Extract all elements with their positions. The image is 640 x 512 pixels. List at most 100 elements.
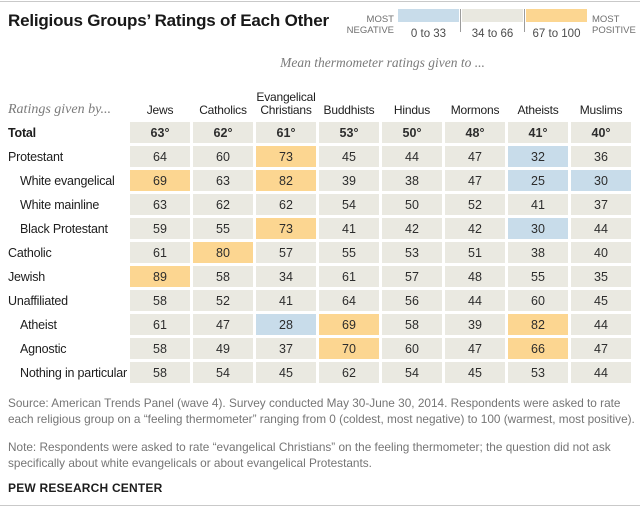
table-row: Atheist 61 47 28 69 58 39 82 44 — [5, 314, 631, 335]
legend-range-negative: 0 to 33 — [398, 9, 459, 40]
heatmap-cell: 35 — [571, 266, 631, 287]
heatmap-cell: 54 — [319, 194, 379, 215]
heatmap-cell: 63 — [130, 194, 190, 215]
heatmap-cell: 53° — [319, 122, 379, 143]
heatmap-cell: 36 — [571, 146, 631, 167]
neutral-color-swatch — [462, 9, 523, 22]
heatmap-cell: 51 — [445, 242, 505, 263]
table-header: Ratings given by... Jews Catholics Evangeli… — [5, 75, 631, 119]
legend-most-positive-label: MOST POSITIVE — [592, 14, 636, 37]
heatmap-cell: 52 — [193, 290, 253, 311]
heatmap-cell: 61 — [130, 314, 190, 335]
heatmap-cell: 55 — [193, 218, 253, 239]
legend-most-negative-label: MOST NEGATIVE — [346, 14, 394, 37]
legend-range-middle: 34 to 66 — [462, 9, 523, 40]
heatmap-cell: 69 — [319, 314, 379, 335]
table-row: Nothing in particular 58 54 45 62 54 45 53 44 — [5, 362, 631, 383]
heatmap-cell: 60 — [382, 338, 442, 359]
heatmap-cell: 41 — [508, 194, 568, 215]
heatmap-cell: 63° — [130, 122, 190, 143]
top-divider — [0, 1, 640, 2]
heatmap-cell: 28 — [256, 314, 316, 335]
page-title: Religious Groups’ Ratings of Each Other — [8, 11, 329, 30]
row-axis-label: Ratings given by... — [8, 101, 112, 117]
ratings-table: Ratings given by... Jews Catholics Evangeli… — [2, 72, 634, 386]
heatmap-cell: 47 — [193, 314, 253, 335]
heatmap-cell: 44 — [445, 290, 505, 311]
heatmap-cell: 73 — [256, 146, 316, 167]
heatmap-cell: 66 — [508, 338, 568, 359]
heatmap-cell: 58 — [130, 362, 190, 383]
heatmap-cell: 37 — [571, 194, 631, 215]
column-header: Muslims — [579, 102, 623, 117]
heatmap-cell: 62 — [319, 362, 379, 383]
row-label: White mainline — [20, 197, 100, 212]
heatmap-cell: 41 — [256, 290, 316, 311]
heatmap-cell: 54 — [193, 362, 253, 383]
heatmap-cell: 30 — [571, 170, 631, 191]
heatmap-cell: 42 — [445, 218, 505, 239]
row-label: Nothing in particular — [20, 365, 127, 380]
heatmap-cell: 48 — [445, 266, 505, 287]
row-label: Atheist — [20, 317, 57, 332]
heatmap-cell: 49 — [193, 338, 253, 359]
table-body: Total 63° 62° 61° 53° 50° 48° 41° 40° Protestant 6… — [5, 122, 631, 383]
table-row: White evangelical 69 63 82 39 38 47 25 30 — [5, 170, 631, 191]
heatmap-cell: 42 — [382, 218, 442, 239]
heatmap-cell: 50° — [382, 122, 442, 143]
heatmap-cell: 89 — [130, 266, 190, 287]
table-row: White mainline 63 62 62 54 50 52 41 37 — [5, 194, 631, 215]
heatmap-cell: 44 — [571, 362, 631, 383]
table-row: Total 63° 62° 61° 53° 50° 48° 41° 40° — [5, 122, 631, 143]
heatmap-cell: 57 — [382, 266, 442, 287]
heatmap-cell: 58 — [130, 338, 190, 359]
heatmap-cell: 39 — [445, 314, 505, 335]
heatmap-cell: 82 — [508, 314, 568, 335]
heatmap-cell: 44 — [382, 146, 442, 167]
heatmap-cell: 45 — [256, 362, 316, 383]
row-label: White evangelical — [20, 173, 115, 188]
heatmap-cell: 56 — [382, 290, 442, 311]
heatmap-cell: 47 — [445, 338, 505, 359]
heatmap-cell: 44 — [571, 314, 631, 335]
chart-subtitle: Mean thermometer ratings given to ... — [280, 55, 485, 70]
column-header: Hindus — [393, 102, 431, 117]
column-header: Catholics — [199, 102, 247, 117]
heatmap-cell: 38 — [508, 242, 568, 263]
legend-divider — [524, 9, 525, 32]
heatmap-cell: 32 — [508, 146, 568, 167]
legend-divider — [460, 9, 461, 32]
row-label: Agnostic — [20, 341, 67, 356]
heatmap-cell: 53 — [382, 242, 442, 263]
heatmap-cell: 62 — [193, 194, 253, 215]
heatmap-cell: 45 — [319, 146, 379, 167]
heatmap-cell: 55 — [319, 242, 379, 263]
heatmap-cell: 37 — [256, 338, 316, 359]
row-label: Black Protestant — [20, 221, 108, 236]
table-row: Agnostic 58 49 37 70 60 47 66 47 — [5, 338, 631, 359]
heatmap-cell: 52 — [445, 194, 505, 215]
column-header: Mormons — [450, 102, 500, 117]
heatmap-cell: 53 — [508, 362, 568, 383]
heatmap-cell: 70 — [319, 338, 379, 359]
legend-range-label: 34 to 66 — [471, 28, 514, 40]
column-header: Buddhists — [323, 102, 375, 117]
heatmap-cell: 58 — [130, 290, 190, 311]
heatmap-cell: 62° — [193, 122, 253, 143]
table-row: Jewish 89 58 34 61 57 48 55 35 — [5, 266, 631, 287]
heatmap-cell: 57 — [256, 242, 316, 263]
heatmap-cell: 45 — [445, 362, 505, 383]
table-row: Black Protestant 59 55 73 41 42 42 30 44 — [5, 218, 631, 239]
heatmap-cell: 34 — [256, 266, 316, 287]
column-header: Evangelical Christians — [256, 89, 316, 117]
heatmap-cell: 60 — [508, 290, 568, 311]
source-text: Source: American Trends Panel (wave 4). … — [8, 396, 635, 426]
heatmap-cell: 47 — [571, 338, 631, 359]
heatmap-cell: 47 — [445, 146, 505, 167]
heatmap-cell: 40 — [571, 242, 631, 263]
heatmap-cell: 63 — [193, 170, 253, 191]
row-label: Unaffiliated — [8, 293, 68, 308]
row-label: Catholic — [8, 245, 52, 260]
table-row: Catholic 61 80 57 55 53 51 38 40 — [5, 242, 631, 263]
